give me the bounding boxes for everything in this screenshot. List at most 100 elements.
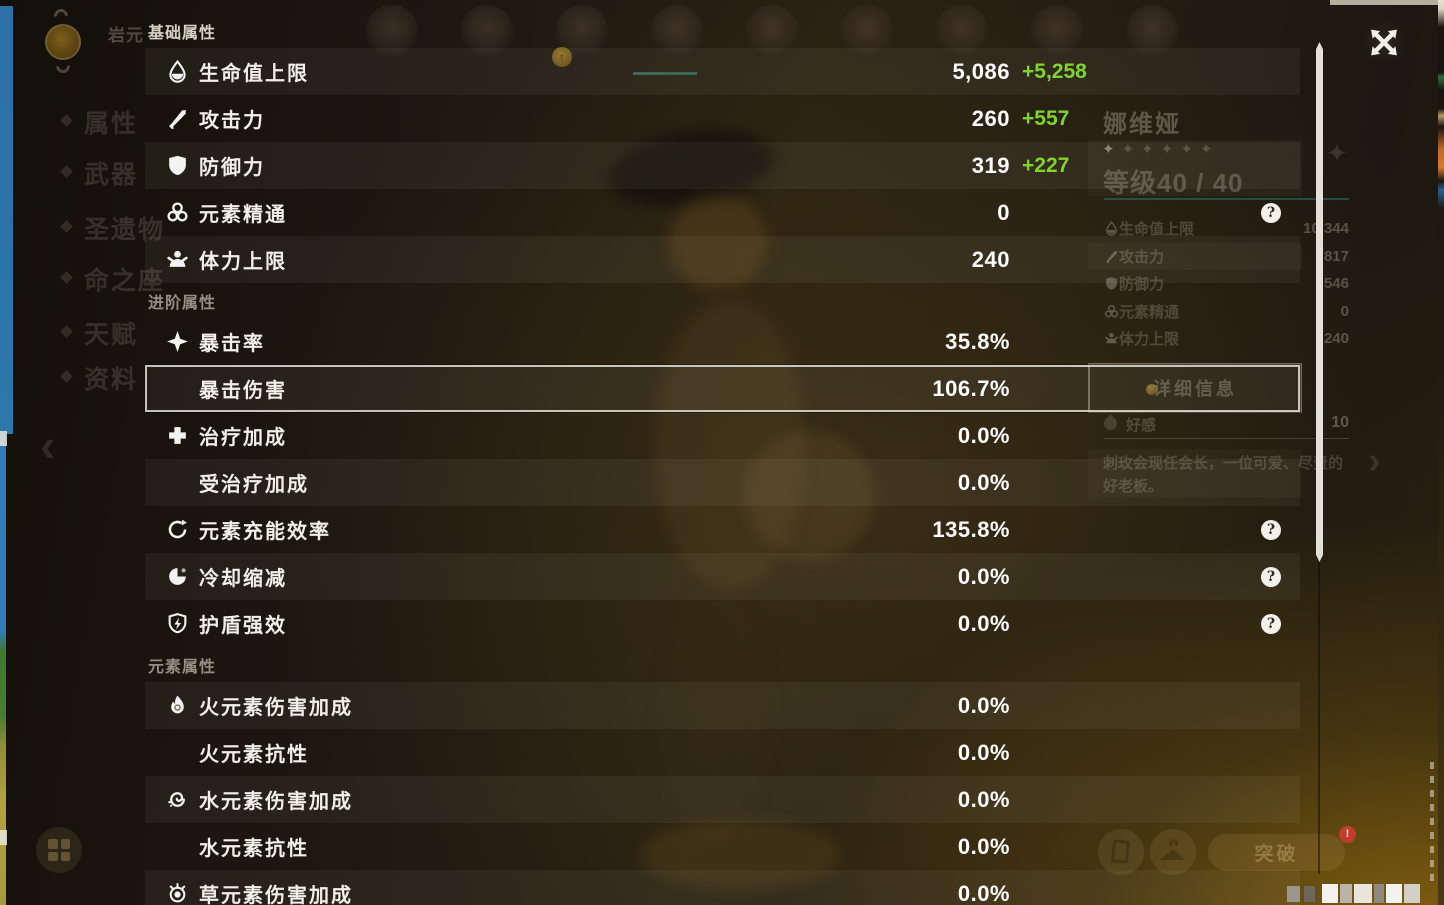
hp-icon: [1106, 221, 1117, 236]
stat-value: 0.0%: [957, 739, 1010, 765]
stat-value: 0.0%: [957, 610, 1010, 636]
censored-block: [1287, 886, 1300, 902]
stat-row[interactable]: 水元素伤害加成 0.0%: [145, 776, 1300, 823]
dendro-icon: [169, 883, 185, 903]
diamond-bullet-icon: [60, 220, 73, 233]
stat-label: 护盾强效: [199, 615, 287, 637]
shield-strength-icon: [168, 613, 186, 634]
stat-row[interactable]: 火元素抗性 0.0%: [145, 729, 1300, 776]
stats-section: 基础属性 生命值上限 5,086 +5,258 攻击力 260 +557 防御力 319 +227…: [145, 14, 1300, 283]
stamina-icon: [166, 250, 188, 267]
card-stat-value: 817: [1323, 247, 1349, 265]
crit-rate-icon: [164, 329, 190, 355]
stat-value: 35.8%: [945, 328, 1010, 354]
character-card-button: [1098, 829, 1144, 875]
party-avatar: [935, 5, 989, 59]
scrollbar-thumb[interactable]: [1316, 42, 1323, 562]
help-icon[interactable]: ?: [1261, 202, 1281, 223]
stat-bonus-value: +227: [1022, 153, 1070, 177]
notification-badge: !: [1339, 826, 1356, 843]
party-setup-button: [36, 827, 82, 873]
sidebar-item-2: 武器: [60, 155, 138, 191]
card-stat-row: 防御力 546: [1104, 270, 1349, 297]
character-level: 等级40 / 40: [1103, 168, 1244, 198]
stat-row[interactable]: 受治疗加成 0.0%: [145, 459, 1300, 506]
sidebar-item-3: 圣遗物: [60, 210, 165, 246]
sidebar-item-1: 属性: [60, 104, 138, 140]
diamond-bullet-icon: [60, 325, 73, 338]
stat-row[interactable]: 元素精通 0?: [145, 189, 1300, 236]
censored-dash: [1430, 762, 1434, 769]
card-stat-label: 攻击力: [1119, 248, 1165, 266]
section-header: 基础属性: [148, 25, 217, 42]
close-icon: [1371, 29, 1397, 55]
scene-edge-left-lower: [0, 434, 6, 905]
censored-dash: [1430, 832, 1434, 839]
stat-row[interactable]: 元素充能效率 135.8%?: [145, 506, 1300, 553]
cooldown-icon: [168, 568, 186, 585]
card-stat-row: 攻击力 817: [1104, 243, 1349, 270]
close-button[interactable]: [1360, 20, 1408, 64]
scene-text-fragment: [0, 431, 7, 446]
energy-recharge-icon: [168, 519, 187, 539]
stat-row[interactable]: 体力上限 240: [145, 236, 1300, 283]
stat-row[interactable]: 火元素伤害加成 0.0%: [145, 682, 1300, 729]
healing-bonus-icon: [168, 427, 186, 444]
hydro-icon: [164, 787, 190, 813]
icon-placeholder: [164, 376, 190, 402]
party-avatar: [1030, 5, 1084, 59]
stat-row-selected[interactable]: 暴击伤害 106.7%: [145, 365, 1300, 412]
scene-edge-top: [1330, 0, 1444, 5]
stat-row[interactable]: 冷却缩减 0.0%?: [145, 553, 1300, 600]
censored-block: [1374, 884, 1384, 903]
censored-block: [1322, 884, 1338, 903]
stat-row[interactable]: 草元素伤害加成 0.0%: [145, 870, 1300, 905]
censored-block: [1304, 886, 1315, 902]
ascend-button-label: 突破: [1254, 844, 1299, 865]
censored-dash: [1430, 874, 1434, 881]
stat-value: 319: [971, 152, 1010, 178]
icon-placeholder: [164, 834, 190, 860]
hanger-hook-icon: [1169, 839, 1178, 848]
stat-value: 5,086: [952, 58, 1010, 84]
section-header: 元素属性: [148, 659, 217, 676]
elemental-mastery-icon: [164, 200, 190, 226]
cooldown-icon: [164, 564, 190, 590]
friendship-label: 好感: [1126, 417, 1157, 434]
stat-row[interactable]: 水元素抗性 0.0%: [145, 823, 1300, 870]
pyro-icon: [164, 693, 190, 719]
help-icon[interactable]: ?: [1261, 566, 1281, 587]
ascend-button: 突破: [1208, 834, 1345, 871]
stat-row[interactable]: 暴击率 35.8%: [145, 318, 1300, 365]
stat-row[interactable]: 护盾强效 0.0%?: [145, 600, 1300, 647]
scrollbar-track[interactable]: [1318, 562, 1320, 874]
stat-label: 治疗加成: [199, 427, 287, 449]
help-icon[interactable]: ?: [1261, 613, 1281, 634]
character-name: 娜维娅: [1103, 111, 1181, 138]
help-icon[interactable]: ?: [1261, 519, 1281, 540]
stat-row[interactable]: 治疗加成 0.0%: [145, 412, 1300, 459]
geo-skill-emblem-icon: [34, 6, 92, 76]
star-icon: ✦: [1141, 141, 1161, 158]
atk-icon: [168, 110, 186, 130]
stat-row[interactable]: 攻击力 260 +557: [145, 95, 1300, 142]
diamond-bullet-icon: [60, 114, 73, 127]
stat-label: 元素精通: [199, 204, 287, 226]
stat-row[interactable]: 生命值上限 5,086 +5,258: [145, 48, 1300, 95]
stat-value: 0.0%: [957, 692, 1010, 718]
card-divider-teal: [1104, 198, 1349, 200]
star-icon: ✦: [1102, 141, 1122, 158]
stat-value: 260: [971, 105, 1010, 131]
sidebar-item-4: 命之座: [60, 261, 165, 297]
hydro-icon: [167, 792, 185, 807]
card-stat-label: 防御力: [1119, 276, 1165, 293]
stat-label: 火元素伤害加成: [199, 697, 353, 719]
stat-value: 0.0%: [957, 833, 1010, 859]
stat-label: 元素充能效率: [199, 521, 331, 543]
stat-row[interactable]: 防御力 319 +227: [145, 142, 1300, 189]
stamina-icon: [1104, 332, 1119, 344]
ascension-available-badge: ↑: [552, 47, 572, 67]
stat-bonus-value: +5,258: [1022, 59, 1087, 83]
rarity-stars: ✦✦✦✦✦✦: [1102, 140, 1219, 158]
